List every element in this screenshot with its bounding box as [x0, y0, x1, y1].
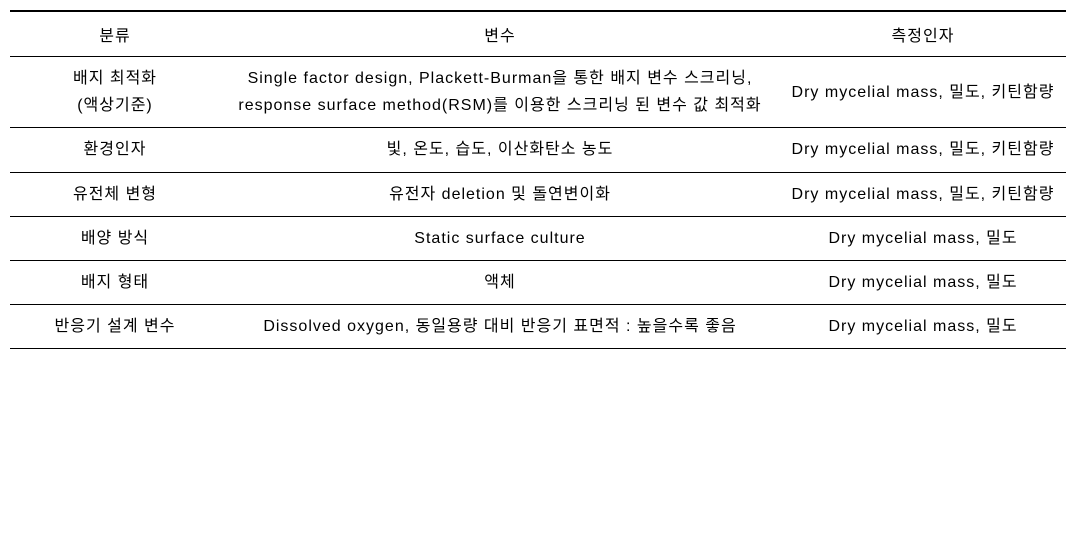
cell-measure: Dry mycelial mass, 밀도: [780, 305, 1066, 349]
cell-measure: Dry mycelial mass, 밀도, 키틴함량: [780, 172, 1066, 216]
table-header: 분류 변수 측정인자: [10, 11, 1066, 57]
table-row: 환경인자 빛, 온도, 습도, 이산화탄소 농도 Dry mycelial ma…: [10, 128, 1066, 172]
cell-variable: 빛, 온도, 습도, 이산화탄소 농도: [220, 128, 780, 172]
cell-category: 환경인자: [10, 128, 220, 172]
cell-measure: Dry mycelial mass, 밀도, 키틴함량: [780, 128, 1066, 172]
header-row: 분류 변수 측정인자: [10, 11, 1066, 57]
cell-measure: Dry mycelial mass, 밀도: [780, 260, 1066, 304]
header-measure: 측정인자: [780, 11, 1066, 57]
cell-category: 배지 최적화(액상기준): [10, 57, 220, 128]
table-row: 반응기 설계 변수 Dissolved oxygen, 동일용량 대비 반응기 …: [10, 305, 1066, 349]
table-row: 배지 최적화(액상기준) Single factor design, Plack…: [10, 57, 1066, 128]
data-table: 분류 변수 측정인자 배지 최적화(액상기준) Single factor de…: [10, 10, 1066, 349]
table-body: 배지 최적화(액상기준) Single factor design, Plack…: [10, 57, 1066, 349]
cell-category: 유전체 변형: [10, 172, 220, 216]
cell-measure: Dry mycelial mass, 밀도: [780, 216, 1066, 260]
cell-variable: Dissolved oxygen, 동일용량 대비 반응기 표면적 : 높을수록…: [220, 305, 780, 349]
cell-variable: 유전자 deletion 및 돌연변이화: [220, 172, 780, 216]
table-container: 분류 변수 측정인자 배지 최적화(액상기준) Single factor de…: [10, 10, 1066, 349]
header-category: 분류: [10, 11, 220, 57]
table-row: 배지 형태 액체 Dry mycelial mass, 밀도: [10, 260, 1066, 304]
header-variable: 변수: [220, 11, 780, 57]
cell-variable: Single factor design, Plackett-Burman을 통…: [220, 57, 780, 128]
cell-measure: Dry mycelial mass, 밀도, 키틴함량: [780, 57, 1066, 128]
table-row: 유전체 변형 유전자 deletion 및 돌연변이화 Dry mycelial…: [10, 172, 1066, 216]
cell-category: 반응기 설계 변수: [10, 305, 220, 349]
table-row: 배양 방식 Static surface culture Dry mycelia…: [10, 216, 1066, 260]
cell-variable: Static surface culture: [220, 216, 780, 260]
cell-category: 배양 방식: [10, 216, 220, 260]
cell-category: 배지 형태: [10, 260, 220, 304]
cell-variable: 액체: [220, 260, 780, 304]
